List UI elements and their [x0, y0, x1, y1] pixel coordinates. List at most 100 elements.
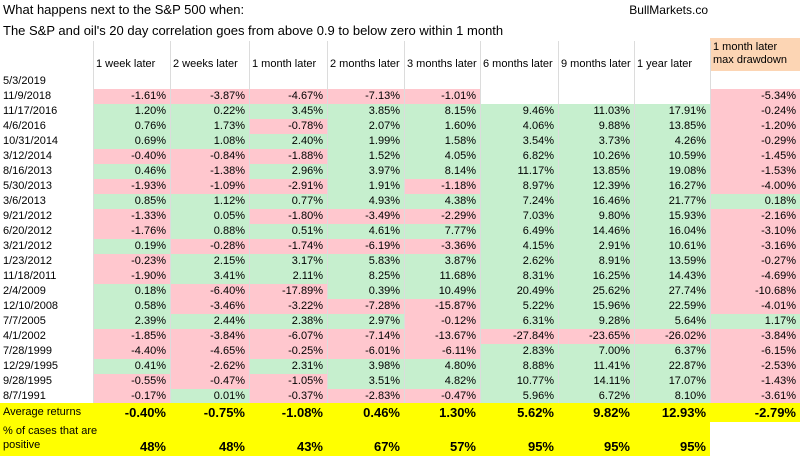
date-cell[interactable]: 2/4/2009: [3, 285, 46, 297]
return-cell[interactable]: 1.08%: [170, 134, 249, 149]
return-cell[interactable]: -1.74%: [249, 239, 327, 254]
return-cell[interactable]: 7.00%: [558, 344, 634, 359]
return-cell[interactable]: -0.12%: [404, 314, 480, 329]
return-cell[interactable]: -6.40%: [170, 284, 249, 299]
return-cell[interactable]: 11.68%: [404, 269, 480, 284]
return-cell[interactable]: 0.69%: [93, 134, 170, 149]
return-cell[interactable]: 17.07%: [634, 374, 710, 389]
percent-positive-value[interactable]: 67%: [373, 439, 400, 454]
date-cell[interactable]: 4/1/2002: [3, 330, 46, 342]
return-cell[interactable]: -1.01%: [404, 89, 480, 104]
return-cell[interactable]: -0.78%: [249, 119, 327, 134]
percent-positive-value[interactable]: 57%: [449, 439, 476, 454]
return-cell[interactable]: -1.61%: [93, 89, 170, 104]
return-cell[interactable]: 4.93%: [327, 194, 404, 209]
return-cell[interactable]: 16.46%: [558, 194, 634, 209]
return-cell[interactable]: 4.38%: [404, 194, 480, 209]
date-cell[interactable]: 7/7/2005: [3, 315, 46, 327]
date-cell[interactable]: 10/31/2014: [3, 135, 59, 147]
return-cell[interactable]: 14.43%: [634, 269, 710, 284]
return-cell[interactable]: -17.89%: [249, 284, 327, 299]
return-cell[interactable]: 2.97%: [327, 314, 404, 329]
return-cell[interactable]: -3.46%: [170, 299, 249, 314]
average-value[interactable]: 5.62%: [517, 405, 554, 420]
return-cell[interactable]: -1.18%: [404, 179, 480, 194]
return-cell[interactable]: 1.60%: [404, 119, 480, 134]
return-cell[interactable]: 10.59%: [634, 149, 710, 164]
return-cell[interactable]: 2.96%: [249, 164, 327, 179]
return-cell[interactable]: 8.15%: [404, 104, 480, 119]
return-cell[interactable]: 4.15%: [480, 239, 558, 254]
return-cell[interactable]: -4.67%: [249, 89, 327, 104]
return-cell[interactable]: 13.85%: [634, 119, 710, 134]
percent-positive-value[interactable]: 95%: [603, 439, 630, 454]
return-cell[interactable]: 10.61%: [634, 239, 710, 254]
return-cell[interactable]: -1.88%: [249, 149, 327, 164]
drawdown-cell[interactable]: -6.15%: [710, 344, 800, 359]
return-cell[interactable]: 0.88%: [170, 224, 249, 239]
return-cell[interactable]: 7.77%: [404, 224, 480, 239]
date-cell[interactable]: 11/17/2016: [3, 105, 58, 117]
return-cell[interactable]: 11.03%: [558, 104, 634, 119]
return-cell[interactable]: 3.85%: [327, 104, 404, 119]
return-cell[interactable]: 2.83%: [480, 344, 558, 359]
date-cell[interactable]: 9/21/2012: [3, 210, 52, 222]
return-cell[interactable]: 3.41%: [170, 269, 249, 284]
return-cell[interactable]: 10.26%: [558, 149, 634, 164]
return-cell[interactable]: 2.39%: [93, 314, 170, 329]
date-cell[interactable]: 7/28/1999: [3, 345, 52, 357]
return-cell[interactable]: 10.49%: [404, 284, 480, 299]
return-cell[interactable]: -3.84%: [170, 329, 249, 344]
drawdown-cell[interactable]: -4.69%: [710, 269, 800, 284]
return-cell[interactable]: -0.28%: [170, 239, 249, 254]
date-cell[interactable]: 12/29/1995: [3, 360, 59, 372]
return-cell[interactable]: -1.80%: [249, 209, 327, 224]
date-cell[interactable]: 8/16/2013: [3, 165, 52, 177]
percent-positive-value[interactable]: 95%: [679, 439, 706, 454]
return-cell[interactable]: 8.91%: [558, 254, 634, 269]
drawdown-cell[interactable]: -1.53%: [710, 164, 800, 179]
return-cell[interactable]: -1.93%: [93, 179, 170, 194]
drawdown-cell[interactable]: [710, 74, 800, 89]
percent-positive-value[interactable]: 95%: [527, 439, 554, 454]
return-cell[interactable]: 0.39%: [327, 284, 404, 299]
return-cell[interactable]: 4.82%: [404, 374, 480, 389]
return-cell[interactable]: 5.64%: [634, 314, 710, 329]
percent-positive-value[interactable]: 48%: [139, 439, 166, 454]
return-cell[interactable]: 3.73%: [558, 134, 634, 149]
return-cell[interactable]: -1.05%: [249, 374, 327, 389]
return-cell[interactable]: [558, 74, 634, 89]
return-cell[interactable]: 0.58%: [93, 299, 170, 314]
return-cell[interactable]: 8.25%: [327, 269, 404, 284]
date-cell[interactable]: 6/20/2012: [3, 225, 52, 237]
return-cell[interactable]: 9.28%: [558, 314, 634, 329]
return-cell[interactable]: 3.97%: [327, 164, 404, 179]
return-cell[interactable]: 16.04%: [634, 224, 710, 239]
return-cell[interactable]: 4.26%: [634, 134, 710, 149]
return-cell[interactable]: 12.39%: [558, 179, 634, 194]
return-cell[interactable]: 0.85%: [93, 194, 170, 209]
return-cell[interactable]: [634, 89, 710, 104]
return-cell[interactable]: -13.67%: [404, 329, 480, 344]
date-cell[interactable]: 4/6/2016: [3, 120, 46, 132]
return-cell[interactable]: 25.62%: [558, 284, 634, 299]
return-cell[interactable]: -0.37%: [249, 389, 327, 404]
return-cell[interactable]: 1.73%: [170, 119, 249, 134]
drawdown-cell[interactable]: -4.01%: [710, 299, 800, 314]
return-cell[interactable]: 1.91%: [327, 179, 404, 194]
return-cell[interactable]: -15.87%: [404, 299, 480, 314]
return-cell[interactable]: 4.06%: [480, 119, 558, 134]
return-cell[interactable]: -6.19%: [327, 239, 404, 254]
return-cell[interactable]: -2.29%: [404, 209, 480, 224]
return-cell[interactable]: 1.52%: [327, 149, 404, 164]
return-cell[interactable]: [249, 74, 327, 89]
return-cell[interactable]: -7.28%: [327, 299, 404, 314]
date-cell[interactable]: 12/10/2008: [3, 300, 59, 312]
drawdown-cell[interactable]: -3.16%: [710, 239, 800, 254]
return-cell[interactable]: 27.74%: [634, 284, 710, 299]
return-cell[interactable]: 16.25%: [558, 269, 634, 284]
return-cell[interactable]: -0.84%: [170, 149, 249, 164]
drawdown-cell[interactable]: -3.61%: [710, 389, 800, 404]
return-cell[interactable]: 0.22%: [170, 104, 249, 119]
return-cell[interactable]: 4.05%: [404, 149, 480, 164]
